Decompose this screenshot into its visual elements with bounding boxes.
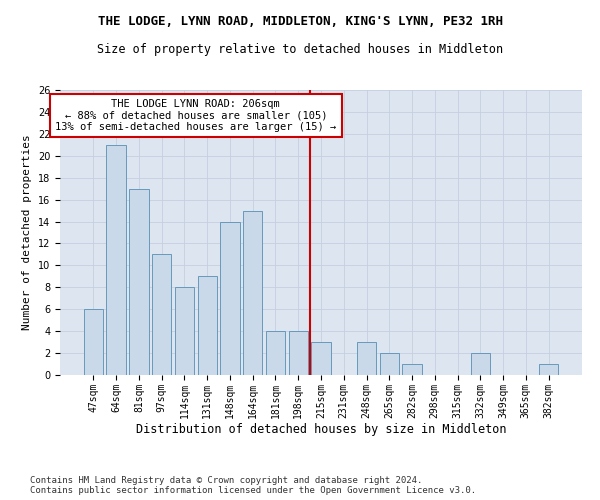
- Bar: [84, 309, 103, 375]
- Bar: [243, 210, 262, 375]
- Bar: [106, 145, 126, 375]
- Text: Contains HM Land Registry data © Crown copyright and database right 2024.
Contai: Contains HM Land Registry data © Crown c…: [30, 476, 476, 495]
- Text: THE LODGE LYNN ROAD: 206sqm
← 88% of detached houses are smaller (105)
13% of se: THE LODGE LYNN ROAD: 206sqm ← 88% of det…: [55, 99, 337, 132]
- X-axis label: Distribution of detached houses by size in Middleton: Distribution of detached houses by size …: [136, 424, 506, 436]
- Bar: [152, 254, 172, 375]
- Bar: [129, 188, 149, 375]
- Bar: [197, 276, 217, 375]
- Y-axis label: Number of detached properties: Number of detached properties: [22, 134, 32, 330]
- Bar: [470, 353, 490, 375]
- Bar: [380, 353, 399, 375]
- Text: THE LODGE, LYNN ROAD, MIDDLETON, KING'S LYNN, PE32 1RH: THE LODGE, LYNN ROAD, MIDDLETON, KING'S …: [97, 15, 503, 28]
- Text: Size of property relative to detached houses in Middleton: Size of property relative to detached ho…: [97, 42, 503, 56]
- Bar: [266, 331, 285, 375]
- Bar: [220, 222, 239, 375]
- Bar: [289, 331, 308, 375]
- Bar: [311, 342, 331, 375]
- Bar: [357, 342, 376, 375]
- Bar: [539, 364, 558, 375]
- Bar: [403, 364, 422, 375]
- Bar: [175, 288, 194, 375]
